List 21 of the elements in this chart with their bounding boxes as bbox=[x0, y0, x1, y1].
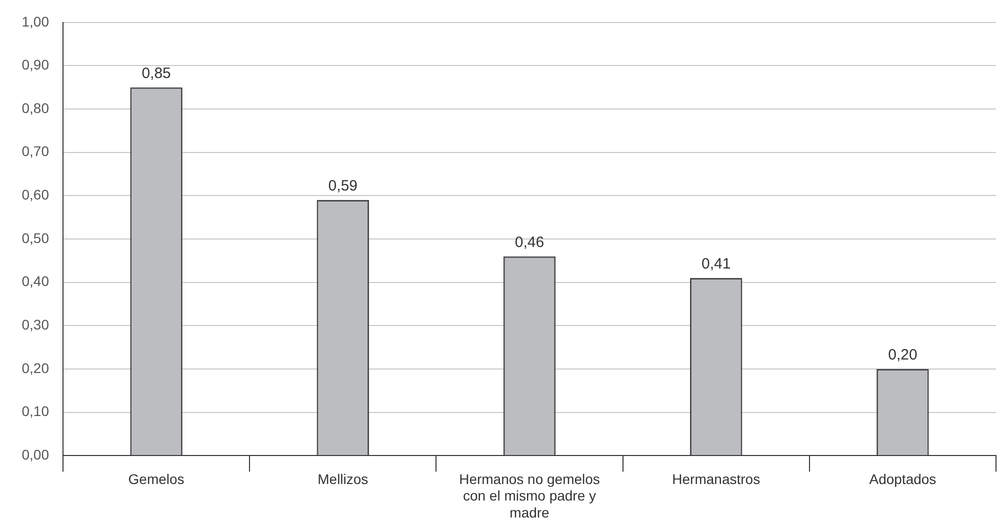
data-label: 0,20 bbox=[888, 346, 918, 364]
y-tick-label: 0,00 bbox=[22, 446, 50, 462]
y-tick-label: 0,50 bbox=[22, 230, 50, 246]
y-tick-label: 1,00 bbox=[22, 13, 50, 30]
x-tick-label: Gemelos bbox=[128, 470, 184, 487]
x-tick-label: Adoptados bbox=[869, 470, 936, 487]
y-tick-label: 0,70 bbox=[22, 143, 50, 160]
data-label: 0,85 bbox=[142, 65, 171, 82]
data-label: 0,41 bbox=[702, 256, 731, 273]
data-label: 0,46 bbox=[514, 234, 544, 251]
y-tick-label: 0,90 bbox=[22, 56, 50, 73]
x-tick-label: Hermanastros bbox=[672, 470, 760, 487]
y-tick-label: 0,20 bbox=[22, 360, 50, 376]
x-tick-label: Mellizos bbox=[318, 470, 368, 487]
x-tick-label: Hermanos no gemelos con el mismo padre y madre bbox=[459, 470, 600, 520]
y-tick-label: 0,60 bbox=[22, 186, 50, 203]
y-tick-label: 0,10 bbox=[22, 403, 50, 420]
y-tick-label: 0,80 bbox=[22, 100, 50, 116]
y-tick-label: 0,30 bbox=[22, 316, 50, 332]
data-label: 0,59 bbox=[328, 178, 358, 195]
y-tick-label: 0,40 bbox=[22, 273, 50, 290]
